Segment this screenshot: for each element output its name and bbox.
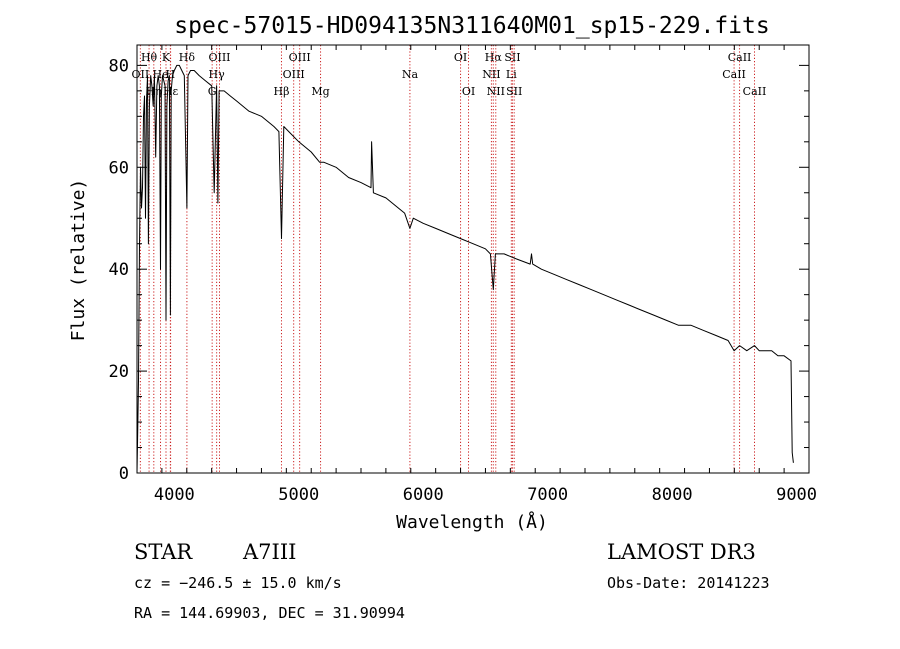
x-axis: 4000 5000 6000 7000 8000 9000 [154, 45, 817, 505]
line-label: Na [402, 68, 419, 81]
line-label: CaII [728, 51, 752, 64]
line-label: Mg [311, 85, 329, 98]
y-tick-label: 80 [109, 56, 129, 76]
line-label: CaII [722, 68, 746, 81]
x-tick-label: 8000 [652, 485, 693, 505]
x-tick-label: 9000 [776, 485, 817, 505]
line-label: Hα [485, 51, 503, 64]
spectrum-chart: spec-57015-HD094135N311640M01_sp15-229.f… [68, 13, 817, 533]
y-axis: 0 20 40 60 80 [109, 56, 809, 484]
object-type: STAR [134, 540, 193, 564]
line-label: OI [454, 51, 467, 64]
line-label: Hβ [274, 85, 290, 98]
y-tick-label: 60 [109, 158, 129, 178]
y-tick-label: 20 [109, 362, 129, 382]
spectrum-layer [136, 64, 794, 474]
chart-title: spec-57015-HD094135N311640M01_sp15-229.f… [174, 13, 769, 39]
line-label: K [162, 51, 171, 64]
line-label: He [152, 68, 168, 81]
x-tick-label: 5000 [278, 485, 319, 505]
spectral-subclass: A7III [243, 540, 297, 564]
line-label: OIII [208, 51, 230, 64]
line-label: SII [504, 51, 520, 64]
line-label: OIII [283, 68, 305, 81]
redshift-cz: cz = −246.5 ± 15.0 km/s [134, 574, 342, 592]
x-tick-label: 4000 [154, 485, 195, 505]
line-label: NII [482, 68, 500, 81]
line-label: Hδ [179, 51, 196, 64]
line-label: OIII [289, 51, 311, 64]
x-tick-label: 6000 [403, 485, 444, 505]
y-tick-label: 40 [109, 260, 129, 280]
line-label: CaII [743, 85, 767, 98]
observation-date: Obs-Date: 20141223 [607, 574, 770, 592]
line-label: Hθ [141, 51, 158, 64]
survey-name: LAMOST DR3 [607, 540, 756, 564]
line-label: SII [506, 85, 522, 98]
y-tick-label: 0 [119, 464, 129, 484]
line-label: OII [132, 68, 150, 81]
plot-frame [136, 44, 810, 474]
y-axis-label: Flux (relative) [68, 179, 89, 342]
line-label: OI [462, 85, 475, 98]
line-marker-layer: HθKHδOIIIOIIIOIHαSIICaIIOIIHeHHγOIIINaNI… [132, 45, 767, 473]
line-label: Hγ [209, 68, 226, 81]
line-label: Li [506, 68, 517, 81]
x-axis-label: Wavelength (Å) [396, 511, 548, 533]
ra-dec: RA = 144.69903, DEC = 31.90994 [134, 604, 405, 622]
x-tick-label: 7000 [527, 485, 568, 505]
line-label: NII [487, 85, 505, 98]
spectrum-line [136, 64, 794, 474]
